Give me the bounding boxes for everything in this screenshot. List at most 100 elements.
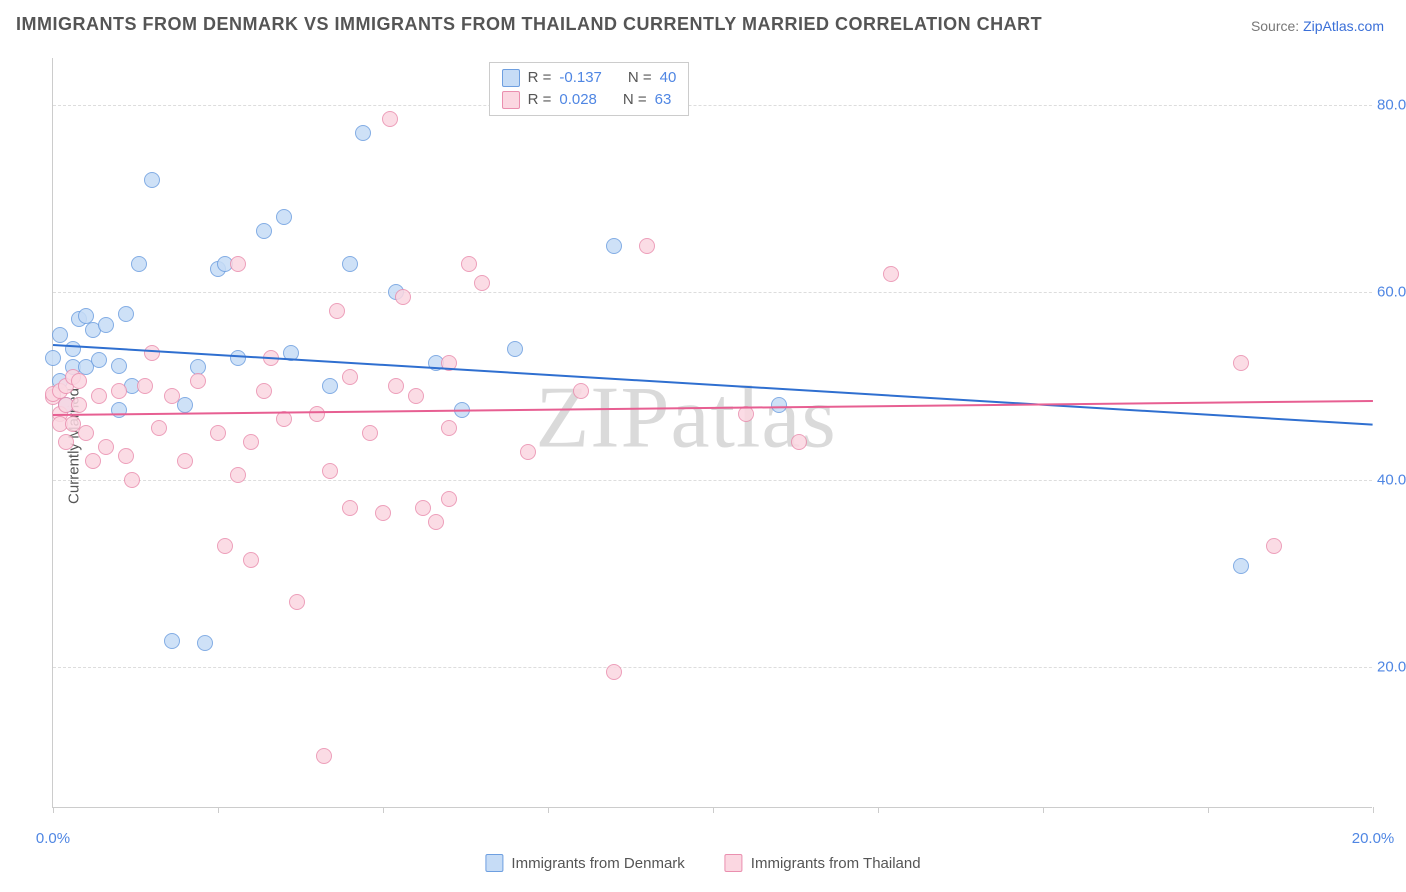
scatter-point-thailand [177,453,193,469]
scatter-point-thailand [98,439,114,455]
x-tick-mark [218,807,219,813]
x-tick-label: 20.0% [1352,830,1395,847]
scatter-point-thailand [58,434,74,450]
gridline-h [53,292,1372,293]
stats-legend-row: R = -0.137 N = 40 [502,67,677,89]
scatter-point-thailand [118,448,134,464]
scatter-point-thailand [111,383,127,399]
scatter-point-thailand [1233,355,1249,371]
scatter-point-thailand [461,256,477,272]
scatter-point-thailand [85,453,101,469]
x-tick-mark [713,807,714,813]
x-tick-mark [383,807,384,813]
scatter-point-thailand [322,463,338,479]
gridline-h [53,105,1372,106]
scatter-point-denmark [1233,558,1249,574]
x-tick-mark [1373,807,1374,813]
scatter-point-thailand [415,500,431,516]
scatter-point-denmark [256,223,272,239]
scatter-point-thailand [606,664,622,680]
scatter-point-thailand [520,444,536,460]
scatter-point-thailand [151,420,167,436]
plot-area: ZIPatlas 20.0%40.0%60.0%80.0%0.0%20.0%R … [52,58,1372,808]
scatter-point-thailand [362,425,378,441]
y-tick-label: 80.0% [1377,96,1406,113]
source-link[interactable]: ZipAtlas.com [1303,18,1384,34]
scatter-point-denmark [52,327,68,343]
scatter-point-thailand [137,378,153,394]
scatter-point-denmark [144,172,160,188]
scatter-point-thailand [573,383,589,399]
scatter-point-denmark [197,635,213,651]
scatter-point-thailand [217,538,233,554]
scatter-point-denmark [131,256,147,272]
stats-legend: R =-0.137N =40R =0.028N =63 [489,62,690,116]
scatter-point-thailand [316,748,332,764]
scatter-point-thailand [164,388,180,404]
source-prefix: Source: [1251,18,1303,34]
trend-line-thailand [53,400,1373,416]
scatter-point-denmark [606,238,622,254]
scatter-point-thailand [441,420,457,436]
x-tick-mark [548,807,549,813]
legend-n-value: 40 [660,67,677,89]
x-tick-mark [1043,807,1044,813]
y-tick-label: 60.0% [1377,284,1406,301]
legend-r-value: 0.028 [559,89,597,111]
legend-label-thailand: Immigrants from Thailand [751,855,921,872]
scatter-point-thailand [124,472,140,488]
legend-swatch [502,91,520,109]
scatter-point-thailand [1266,538,1282,554]
scatter-point-thailand [791,434,807,450]
stats-legend-row: R = 0.028 N = 63 [502,89,677,111]
scatter-point-thailand [144,345,160,361]
scatter-point-thailand [474,275,490,291]
scatter-point-thailand [230,256,246,272]
legend-item-thailand: Immigrants from Thailand [725,854,921,872]
scatter-point-thailand [243,552,259,568]
scatter-point-thailand [309,406,325,422]
scatter-point-denmark [91,352,107,368]
legend-n-value: 63 [655,89,672,111]
scatter-point-thailand [78,425,94,441]
scatter-point-denmark [177,397,193,413]
scatter-point-thailand [256,383,272,399]
legend-swatch [502,69,520,87]
scatter-point-thailand [190,373,206,389]
scatter-point-thailand [382,111,398,127]
scatter-point-thailand [243,434,259,450]
scatter-point-denmark [507,341,523,357]
legend-r-label: R = [528,67,552,89]
scatter-point-denmark [118,306,134,322]
scatter-point-denmark [276,209,292,225]
x-tick-mark [878,807,879,813]
scatter-point-thailand [441,491,457,507]
bottom-legend: Immigrants from Denmark Immigrants from … [485,854,920,872]
scatter-point-denmark [771,397,787,413]
legend-r-label: R = [528,89,552,111]
scatter-point-thailand [408,388,424,404]
legend-swatch-denmark [485,854,503,872]
legend-n-label: N = [628,67,652,89]
scatter-point-thailand [230,467,246,483]
scatter-point-thailand [71,397,87,413]
legend-r-value: -0.137 [559,67,602,89]
scatter-point-thailand [428,514,444,530]
chart-container: IMMIGRANTS FROM DENMARK VS IMMIGRANTS FR… [0,0,1406,892]
source-credit: Source: ZipAtlas.com [1251,18,1384,34]
y-tick-label: 20.0% [1377,659,1406,676]
scatter-point-thailand [329,303,345,319]
legend-swatch-thailand [725,854,743,872]
scatter-point-denmark [65,341,81,357]
x-tick-label: 0.0% [36,830,70,847]
scatter-point-denmark [111,358,127,374]
x-tick-mark [1208,807,1209,813]
x-tick-mark [53,807,54,813]
legend-n-label: N = [623,89,647,111]
scatter-point-denmark [355,125,371,141]
chart-title: IMMIGRANTS FROM DENMARK VS IMMIGRANTS FR… [16,14,1042,35]
scatter-point-thailand [71,373,87,389]
scatter-point-thailand [883,266,899,282]
scatter-point-denmark [342,256,358,272]
y-tick-label: 40.0% [1377,471,1406,488]
